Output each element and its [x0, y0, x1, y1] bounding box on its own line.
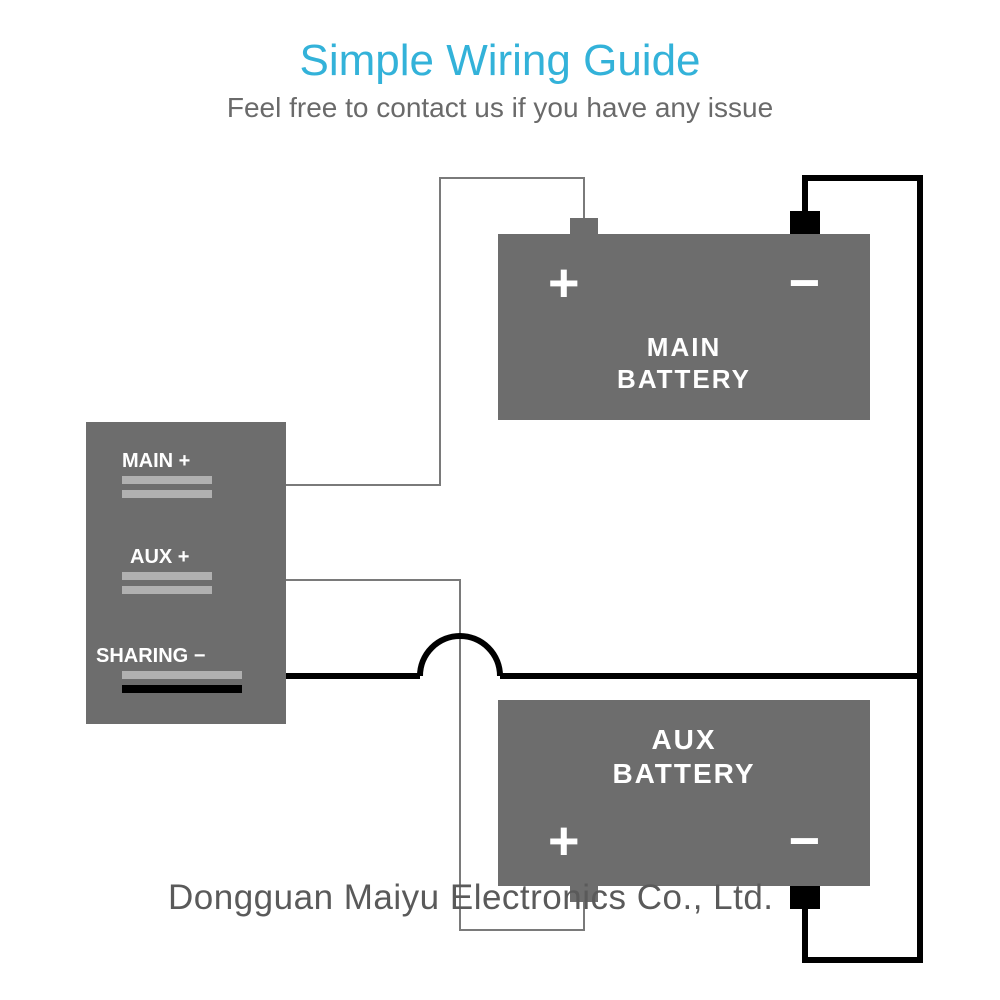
page-subtitle: Feel free to contact us if you have any …: [0, 92, 1000, 124]
terminal-bar: [122, 476, 212, 484]
watermark-text: Dongguan Maiyu Electronics Co., Ltd.: [168, 878, 774, 918]
aux-battery: AUX BATTERY + −: [498, 700, 870, 886]
terminal-bar: [122, 490, 212, 498]
minus-icon: −: [788, 810, 820, 872]
plus-icon: +: [548, 252, 580, 314]
aux-battery-neg-cap: [790, 886, 820, 909]
terminal-bar: [122, 685, 242, 693]
aux-battery-label-2: BATTERY: [498, 758, 870, 790]
controller-label-aux: AUX +: [130, 546, 189, 569]
page-title: Simple Wiring Guide: [0, 36, 1000, 86]
main-battery-neg-cap: [790, 211, 820, 234]
wire-sharing-jump: [420, 636, 500, 676]
controller-label-sharing: SHARING −: [96, 645, 205, 668]
plus-icon: +: [548, 810, 580, 872]
terminal-bar: [122, 671, 242, 679]
aux-battery-label-1: AUX: [498, 724, 870, 756]
terminal-bars-main: [122, 476, 212, 504]
controller-block: MAIN + AUX + SHARING −: [86, 422, 286, 724]
main-battery-pos-cap: [570, 218, 598, 234]
minus-icon: −: [788, 252, 820, 314]
terminal-bar: [122, 572, 212, 580]
main-battery-label-1: MAIN: [498, 332, 870, 363]
terminal-bars-sharing: [122, 671, 242, 699]
main-battery: + − MAIN BATTERY: [498, 234, 870, 420]
terminal-bar: [122, 586, 212, 594]
controller-label-main: MAIN +: [122, 450, 190, 473]
main-battery-label-2: BATTERY: [498, 364, 870, 395]
terminal-bars-aux: [122, 572, 212, 600]
